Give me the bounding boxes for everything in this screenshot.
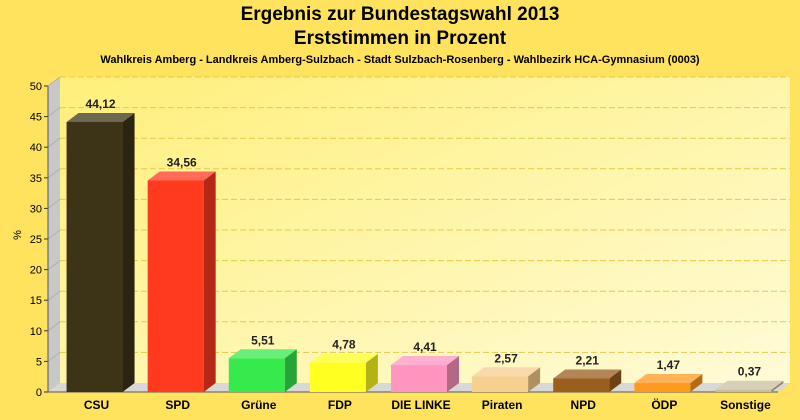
x-tick-label: Grüne (241, 398, 277, 412)
bar-top (147, 171, 216, 181)
data-label: 1,47 (657, 358, 681, 372)
x-tick-label: Sonstige (720, 398, 771, 412)
data-label: 34,56 (167, 155, 197, 169)
gridline-side (47, 168, 61, 179)
data-label: 2,57 (494, 351, 518, 365)
bar-side (690, 374, 703, 392)
y-tick-label: 50 (30, 81, 42, 93)
bar-side (447, 356, 459, 392)
x-tick-label: ÖDP (651, 397, 677, 412)
bar-side (609, 369, 622, 392)
bar-top (553, 369, 622, 379)
data-label: 4,41 (413, 340, 437, 354)
bar-die-linke[interactable] (391, 365, 447, 392)
gridline-side (47, 351, 61, 362)
y-tick-label: 5 (36, 356, 42, 368)
gridline-side (47, 321, 61, 332)
x-tick-label: SPD (165, 398, 190, 412)
x-tick-label: NPD (571, 398, 597, 412)
bar-top (228, 349, 297, 359)
gridline-side (47, 137, 61, 148)
bar-top (472, 367, 541, 377)
bar-npd[interactable] (553, 378, 610, 392)
gridline-side (47, 290, 61, 301)
y-tick-label: 35 (30, 173, 42, 185)
y-axis-label: % (12, 230, 24, 240)
y-tick-label: 45 (30, 112, 42, 124)
x-tick-label: Piraten (482, 398, 523, 412)
bar-side (528, 367, 541, 392)
y-tick-label: 0 (36, 387, 42, 399)
bar-side (771, 380, 784, 392)
chart-subtitle: Erststimmen in Prozent (293, 28, 507, 49)
bar-side (365, 353, 378, 392)
x-tick-label: DIE LINKE (391, 398, 450, 412)
gridline-side (47, 198, 61, 209)
bar-spd[interactable] (147, 180, 204, 392)
y-tick-label: 10 (30, 326, 42, 338)
bar-top (391, 356, 459, 366)
bar-piraten[interactable] (472, 376, 529, 392)
data-label: 0,37 (738, 365, 762, 379)
data-label: 44,12 (86, 97, 116, 111)
gridline-side (47, 260, 61, 271)
bar-side (284, 349, 297, 392)
x-tick-label: FDP (328, 398, 352, 412)
x-tick-label: CSU (84, 398, 109, 412)
y-tick-label: 20 (30, 265, 42, 277)
y-tick-label: 30 (30, 203, 42, 215)
bar-top (715, 380, 784, 390)
data-label: 2,21 (576, 353, 600, 367)
bar-top (66, 112, 135, 122)
bar-side (122, 112, 135, 393)
bar-csu[interactable] (66, 121, 123, 393)
y-tick-label: 25 (30, 234, 42, 246)
bar-ödp[interactable] (634, 383, 691, 392)
bar-sonstige[interactable] (715, 389, 772, 392)
bar-side (203, 171, 216, 392)
bar-top (634, 374, 703, 384)
gridline-side (47, 107, 61, 117)
y-tick-label: 15 (30, 295, 42, 307)
data-label: 4,78 (332, 338, 356, 352)
bar-grüne[interactable] (228, 358, 285, 392)
gridline-side (47, 229, 61, 240)
bar-top (309, 353, 378, 363)
bar-fdp[interactable] (309, 362, 366, 392)
gridline-side (47, 76, 61, 87)
data-label: 5,51 (251, 333, 275, 347)
chart-caption: Wahlkreis Amberg - Landkreis Amberg-Sulz… (100, 54, 700, 66)
chart-title: Ergebnis zur Bundestagswahl 2013 (240, 4, 560, 25)
y-tick-label: 40 (30, 142, 42, 154)
